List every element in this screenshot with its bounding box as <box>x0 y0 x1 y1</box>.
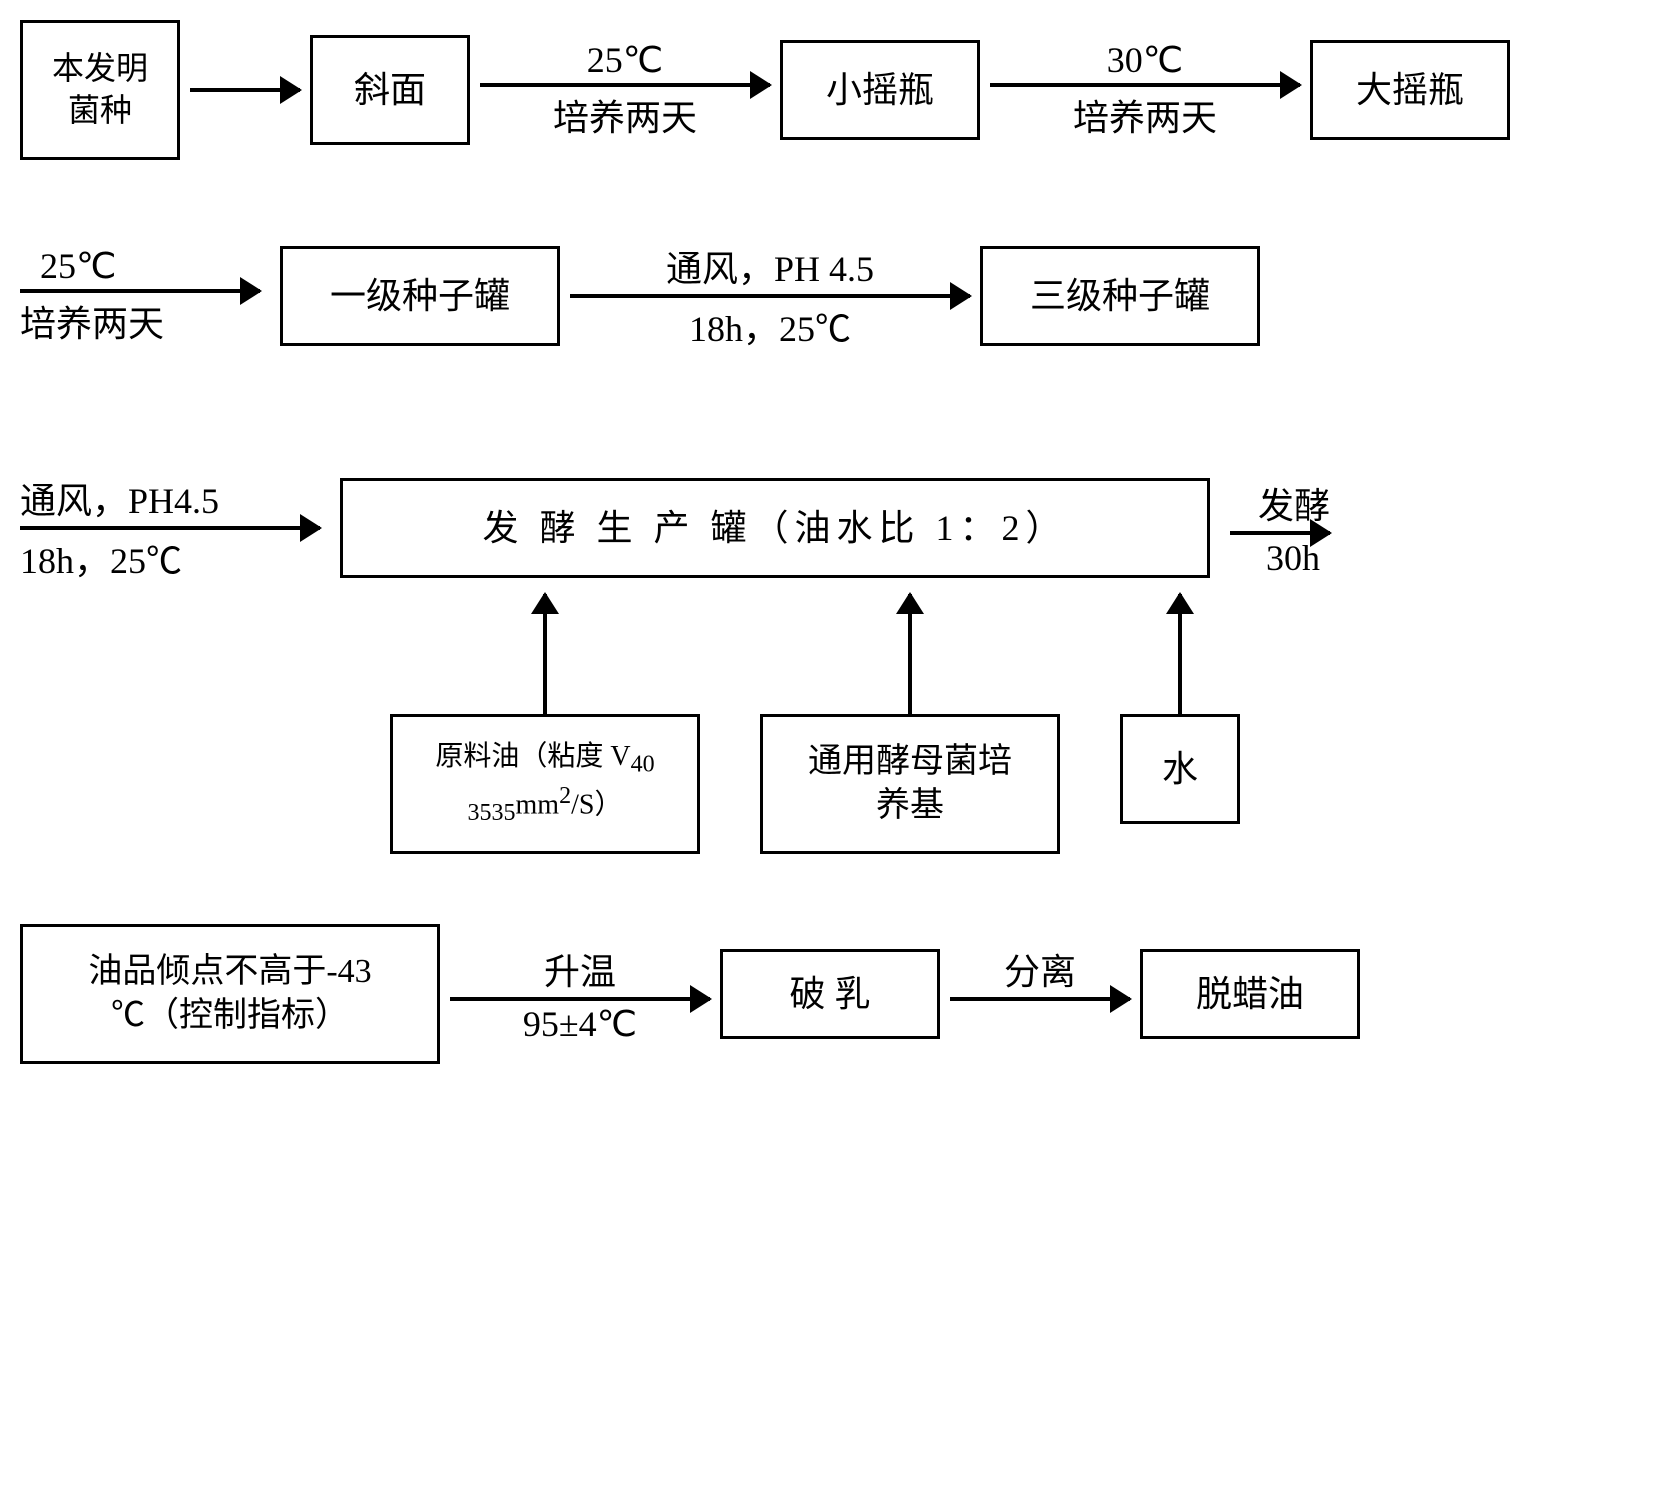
oil-sup: 2 <box>559 783 571 809</box>
arrow-r4-2-top: 分离 <box>1004 943 1076 995</box>
box-dewax-text: 脱蜡油 <box>1196 971 1304 1018</box>
box-fermenter-text: 发 酵 生 产 罐（油水比 1：2） <box>482 505 1067 552</box>
box-pourpoint-l1: 油品倾点不高于-43 <box>88 950 371 994</box>
arrow-r4-2-spacer <box>1036 1003 1045 1045</box>
box-dewax: 脱蜡油 <box>1140 949 1360 1039</box>
arrow-r2-1: 25℃ 培养两天 <box>20 245 280 347</box>
box-slant-text: 斜面 <box>354 67 426 114</box>
arrow-r2-2-bot: 18h，25℃ <box>689 300 851 352</box>
row-3: 通风，PH4.5 18h，25℃ 发 酵 生 产 罐（油水比 1：2） 发酵 3… <box>20 472 1641 584</box>
box-medium: 通用酵母菌培 养基 <box>760 714 1060 854</box>
arrow-r3-out: 发酵 30h <box>1210 477 1330 579</box>
input-oil-col: 原料油（粘度 V40 3535mm2/S） <box>380 594 710 854</box>
box-small-flask: 小摇瓶 <box>780 40 980 140</box>
arrow-r3-in-bot: 18h，25℃ <box>20 532 182 584</box>
arrow-r1-3-bot: 培养两天 <box>1073 89 1217 141</box>
box-demulsify-text: 破 乳 <box>789 971 870 1018</box>
box-seed1: 一级种子罐 <box>280 246 560 346</box>
row-4: 油品倾点不高于-43 ℃（控制指标） 升温 95±4℃ 破 乳 分离 脱蜡油 <box>20 924 1641 1064</box>
box-oil: 原料油（粘度 V40 3535mm2/S） <box>390 714 700 854</box>
arrow-oil-up <box>543 594 547 714</box>
box-medium-l1: 通用酵母菌培 <box>808 740 1012 784</box>
box-large-flask: 大摇瓶 <box>1310 40 1510 140</box>
arrow-r3-in-top: 通风，PH4.5 <box>20 472 219 524</box>
arrow-r1-2-bot: 培养两天 <box>553 89 697 141</box>
box-pourpoint: 油品倾点不高于-43 ℃（控制指标） <box>20 924 440 1064</box>
box-seed3-text: 三级种子罐 <box>1030 273 1210 320</box>
arrow-r4-1-bot: 95±4℃ <box>523 1003 637 1045</box>
arrow-r1-2-top: 25℃ <box>587 39 663 81</box>
arrow-r2-2-top: 通风，PH 4.5 <box>666 240 874 292</box>
box-large-flask-text: 大摇瓶 <box>1356 67 1464 114</box>
box-medium-l2: 养基 <box>876 784 944 828</box>
arrow-r4-1: 升温 95±4℃ <box>440 943 720 1045</box>
oil-pre: 原料油（粘度 V <box>435 741 630 772</box>
box-demulsify: 破 乳 <box>720 949 940 1039</box>
arrow-r1-3: 30℃ 培养两天 <box>980 39 1310 141</box>
arrow-water-up <box>1178 594 1182 714</box>
input-water-col: 水 <box>1110 594 1250 824</box>
inputs-row: 原料油（粘度 V40 3535mm2/S） 通用酵母菌培 养基 水 <box>20 594 1641 854</box>
box-water-text: 水 <box>1162 746 1198 793</box>
arrow-r4-2: 分离 <box>940 943 1140 1045</box>
box-strain: 本发明 菌种 <box>20 20 180 160</box>
box-slant: 斜面 <box>310 35 470 145</box>
arrow-r3-in: 通风，PH4.5 18h，25℃ <box>20 472 340 584</box>
arrow-r2-1-top: 25℃ <box>20 245 116 287</box>
input-medium-col: 通用酵母菌培 养基 <box>750 594 1070 854</box>
arrow-r2-1-bot: 培养两天 <box>20 295 164 347</box>
row-1: 本发明 菌种 斜面 25℃ 培养两天 小摇瓶 30℃ 培养两天 大摇瓶 <box>20 20 1641 160</box>
arrow-r2-2: 通风，PH 4.5 18h，25℃ <box>560 240 980 352</box>
box-fermenter: 发 酵 生 产 罐（油水比 1：2） <box>340 478 1210 578</box>
arrow-r1-2: 25℃ 培养两天 <box>470 39 780 141</box>
box-small-flask-text: 小摇瓶 <box>826 67 934 114</box>
box-strain-l1: 本发明 <box>52 48 148 90</box>
row-2: 25℃ 培养两天 一级种子罐 通风，PH 4.5 18h，25℃ 三级种子罐 <box>20 240 1641 352</box>
oil-mm: mm <box>516 789 560 820</box>
box-strain-l2: 菌种 <box>68 90 132 132</box>
arrow-r1-3-top: 30℃ <box>1107 39 1183 81</box>
arrow-r1-1 <box>180 88 310 92</box>
box-oil-text: 原料油（粘度 V40 3535mm2/S） <box>409 739 681 829</box>
box-pourpoint-l2: ℃（控制指标） <box>111 994 349 1038</box>
box-water: 水 <box>1120 714 1240 824</box>
oil-post: /S） <box>571 789 622 820</box>
box-seed3: 三级种子罐 <box>980 246 1260 346</box>
arrow-r4-1-top: 升温 <box>544 943 616 995</box>
arrow-medium-up <box>908 594 912 714</box>
box-seed1-text: 一级种子罐 <box>330 273 510 320</box>
